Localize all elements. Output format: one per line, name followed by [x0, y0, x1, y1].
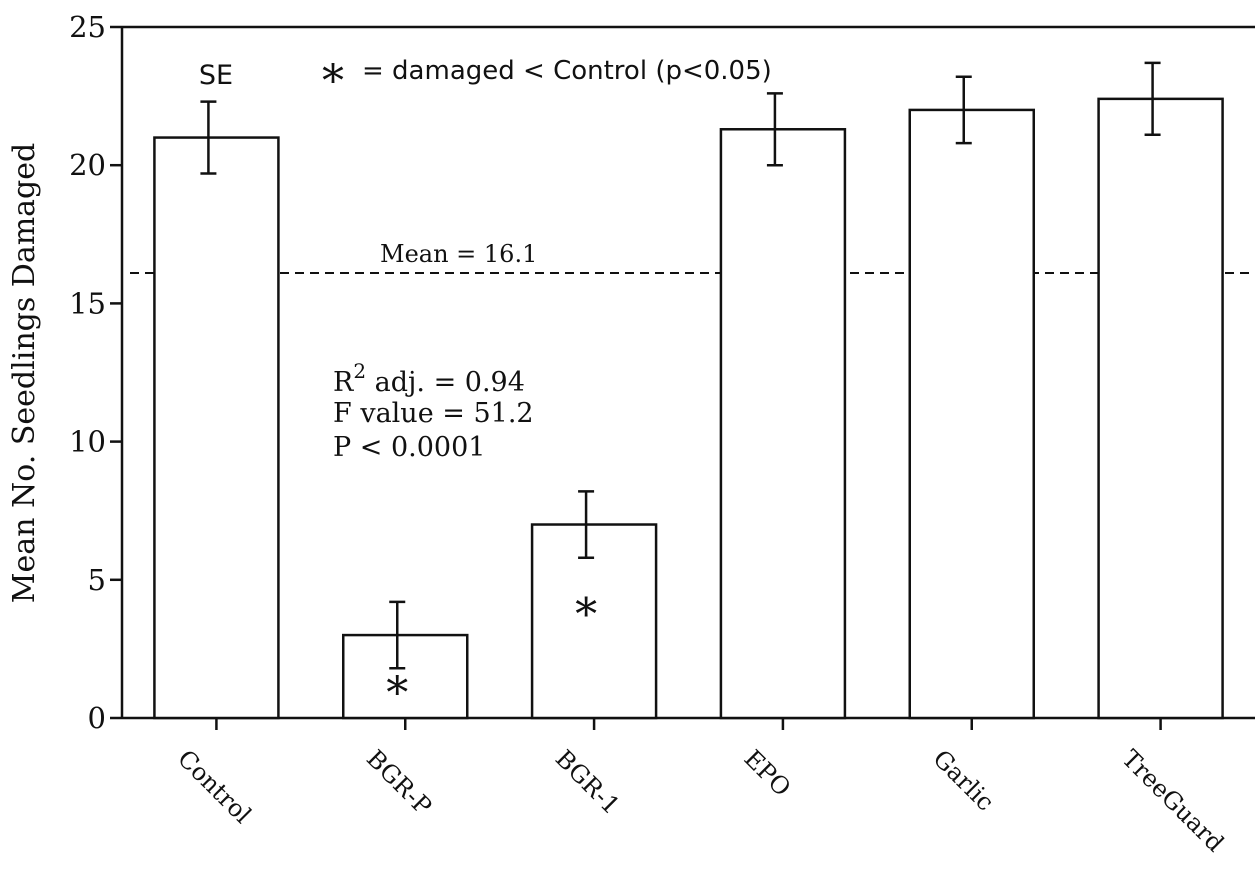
bar: [908, 108, 1035, 720]
x-tick-label: Garlic: [928, 744, 1000, 816]
bar: [719, 128, 847, 720]
y-tick-label: 15: [69, 286, 106, 320]
legend-marker: *: [322, 56, 344, 107]
significance-marker: *: [386, 668, 408, 719]
bar: [342, 633, 469, 720]
x-tick-label: EPO: [739, 744, 797, 802]
x-axis: Control BGR-P BGR-1 EPO Garlic TreeGuard: [172, 718, 1229, 857]
bar: [153, 136, 280, 720]
stats-r2: R2 adj. = 0.94: [333, 359, 525, 398]
bars: **: [153, 61, 1224, 720]
x-tick-label: BGR-1: [550, 744, 625, 819]
legend-text: = damaged < Control (p<0.05): [362, 56, 772, 86]
y-axis-label: Mean No. Seedlings Damaged: [7, 143, 42, 603]
y-tick-label: 0: [88, 701, 106, 735]
y-tick-label: 5: [88, 563, 106, 597]
se-label: SE: [199, 60, 233, 91]
plot-area: [120, 25, 1255, 720]
y-tick-label: 20: [69, 148, 106, 182]
stats-r2-superscript: 2: [353, 359, 366, 383]
mean-line-group: Mean = 16.1: [130, 240, 1249, 274]
x-tick-label: Control: [172, 744, 257, 829]
significance-marker: *: [575, 590, 597, 641]
y-axis: 0 5 10 15 20 25: [69, 10, 122, 735]
y-tick-label: 25: [69, 10, 106, 44]
stats-p-value: P < 0.0001: [333, 432, 485, 463]
mean-line-label: Mean = 16.1: [380, 240, 537, 268]
x-tick-label: TreeGuard: [1116, 744, 1229, 857]
stats-f-value: F value = 51.2: [333, 398, 534, 429]
x-tick-label: BGR-P: [361, 744, 437, 820]
y-tick-label: 10: [69, 425, 106, 459]
bar: [1097, 97, 1224, 720]
